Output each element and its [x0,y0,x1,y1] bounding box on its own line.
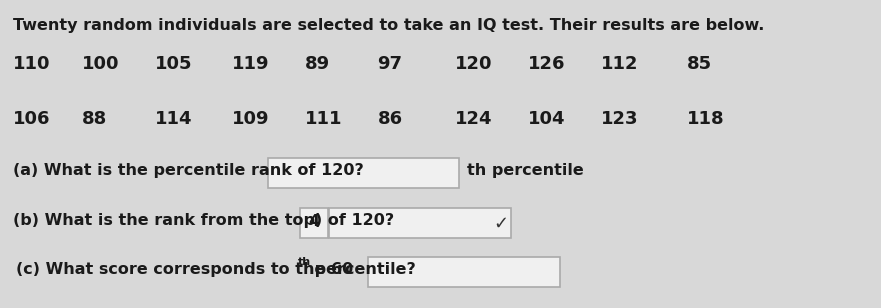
Text: 104: 104 [528,110,566,128]
Text: 120: 120 [455,55,492,73]
Text: 119: 119 [232,55,270,73]
FancyBboxPatch shape [368,257,559,287]
Text: 118: 118 [687,110,724,128]
Text: 88: 88 [82,110,107,128]
FancyBboxPatch shape [329,208,511,238]
Text: (c) What score corresponds to the 60: (c) What score corresponds to the 60 [17,262,353,277]
Text: 105: 105 [155,55,192,73]
Text: percentile?: percentile? [309,262,416,277]
Text: 114: 114 [155,110,192,128]
Text: th percentile: th percentile [467,163,583,178]
FancyBboxPatch shape [300,208,328,238]
Text: 89: 89 [305,55,329,73]
Text: 4: 4 [308,214,320,229]
Text: 123: 123 [601,110,638,128]
Text: 112: 112 [601,55,638,73]
Text: 126: 126 [528,55,566,73]
Text: 124: 124 [455,110,492,128]
Text: 110: 110 [12,55,50,73]
Text: Twenty random individuals are selected to take an IQ test. Their results are bel: Twenty random individuals are selected t… [12,18,764,33]
Text: 86: 86 [378,110,403,128]
Text: 109: 109 [232,110,270,128]
Text: th: th [298,257,311,267]
Text: (a) What is the percentile rank of 120?: (a) What is the percentile rank of 120? [12,163,364,178]
Text: 111: 111 [305,110,343,128]
Text: 106: 106 [12,110,50,128]
Text: 100: 100 [82,55,120,73]
Text: 97: 97 [378,55,403,73]
FancyBboxPatch shape [269,158,460,188]
Text: 85: 85 [687,55,712,73]
Text: ✓: ✓ [493,215,508,233]
Text: (b) What is the rank from the top) of 120?: (b) What is the rank from the top) of 12… [12,213,394,228]
